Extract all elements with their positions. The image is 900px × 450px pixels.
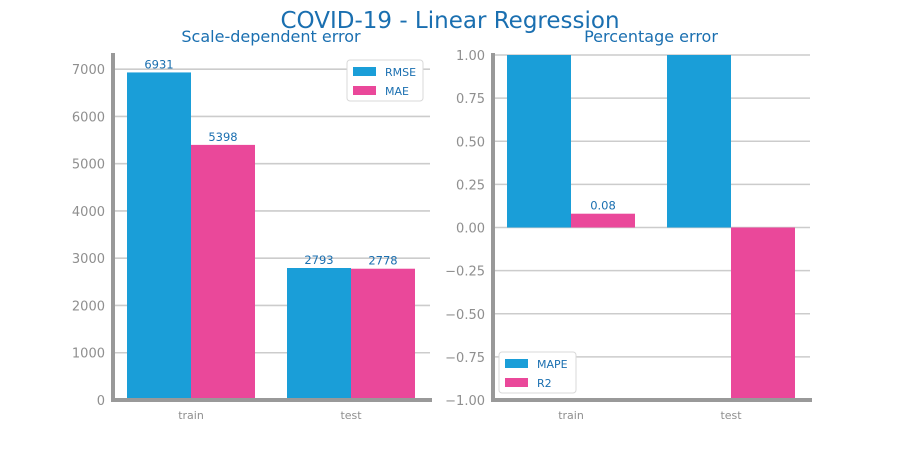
x-tick-label: train xyxy=(558,409,584,422)
legend-swatch xyxy=(505,378,528,387)
bar-rmse-train xyxy=(127,72,191,401)
y-tick-label: 0 xyxy=(97,394,105,409)
data-label: 2778 xyxy=(368,254,397,268)
data-label: 5398 xyxy=(208,130,237,144)
legend-swatch xyxy=(353,67,376,76)
bar-mape-test xyxy=(667,55,731,228)
bar-mae-test xyxy=(351,268,415,400)
y-tick-label: 4000 xyxy=(72,205,105,220)
x-tick-label: test xyxy=(340,409,362,422)
data-label: 0.08 xyxy=(590,199,616,213)
y-tick-label: 3000 xyxy=(72,252,105,267)
y-tick-label: 0.75 xyxy=(456,92,485,107)
y-tick-label: 0.00 xyxy=(456,222,485,237)
data-label: 6931 xyxy=(144,57,173,71)
y-tick-label: −0.50 xyxy=(445,308,485,323)
percentage-error-panel: Percentage error −1.00 −0.75 −0.50 −0.25 0.00… xyxy=(445,27,812,422)
y-tick-label: −1.00 xyxy=(445,394,485,409)
legend: MAPE R2 xyxy=(498,351,577,394)
y-tick-label: 1.00 xyxy=(456,49,485,64)
y-tick-label: 0.25 xyxy=(456,178,485,193)
x-tick-label: train xyxy=(178,409,204,422)
bar-rmse-test xyxy=(287,268,351,400)
figure-title: COVID-19 - Linear Regression xyxy=(280,8,619,34)
x-tick-label: test xyxy=(720,409,742,422)
panel-title: Scale-dependent error xyxy=(181,27,361,46)
bar-r2-train xyxy=(571,213,635,228)
y-tick-label: −0.75 xyxy=(445,351,485,366)
y-tick-label: 7000 xyxy=(72,63,105,78)
legend-label: R2 xyxy=(537,377,552,390)
y-tick-label: 2000 xyxy=(72,299,105,314)
bar-mape-train xyxy=(507,55,571,228)
scale-dependent-error-panel: Scale-dependent error 0 1000 2000 3000 4000 50… xyxy=(72,27,432,422)
legend-label: RMSE xyxy=(385,66,416,79)
y-tick-label: 1000 xyxy=(72,347,105,362)
legend: RMSE MAE xyxy=(346,59,424,102)
bar-mae-train xyxy=(191,144,255,400)
panel-title: Percentage error xyxy=(584,27,718,46)
y-tick-label: 6000 xyxy=(72,110,105,125)
legend-swatch xyxy=(505,359,528,368)
data-label: 2793 xyxy=(304,253,333,267)
bar-r2-test xyxy=(731,227,795,400)
y-tick-label: 0.50 xyxy=(456,135,485,150)
legend-label: MAE xyxy=(385,85,409,98)
y-tick-label: −0.25 xyxy=(445,265,485,280)
y-tick-label: 5000 xyxy=(72,158,105,173)
legend-label: MAPE xyxy=(537,358,568,371)
legend-swatch xyxy=(353,86,376,95)
